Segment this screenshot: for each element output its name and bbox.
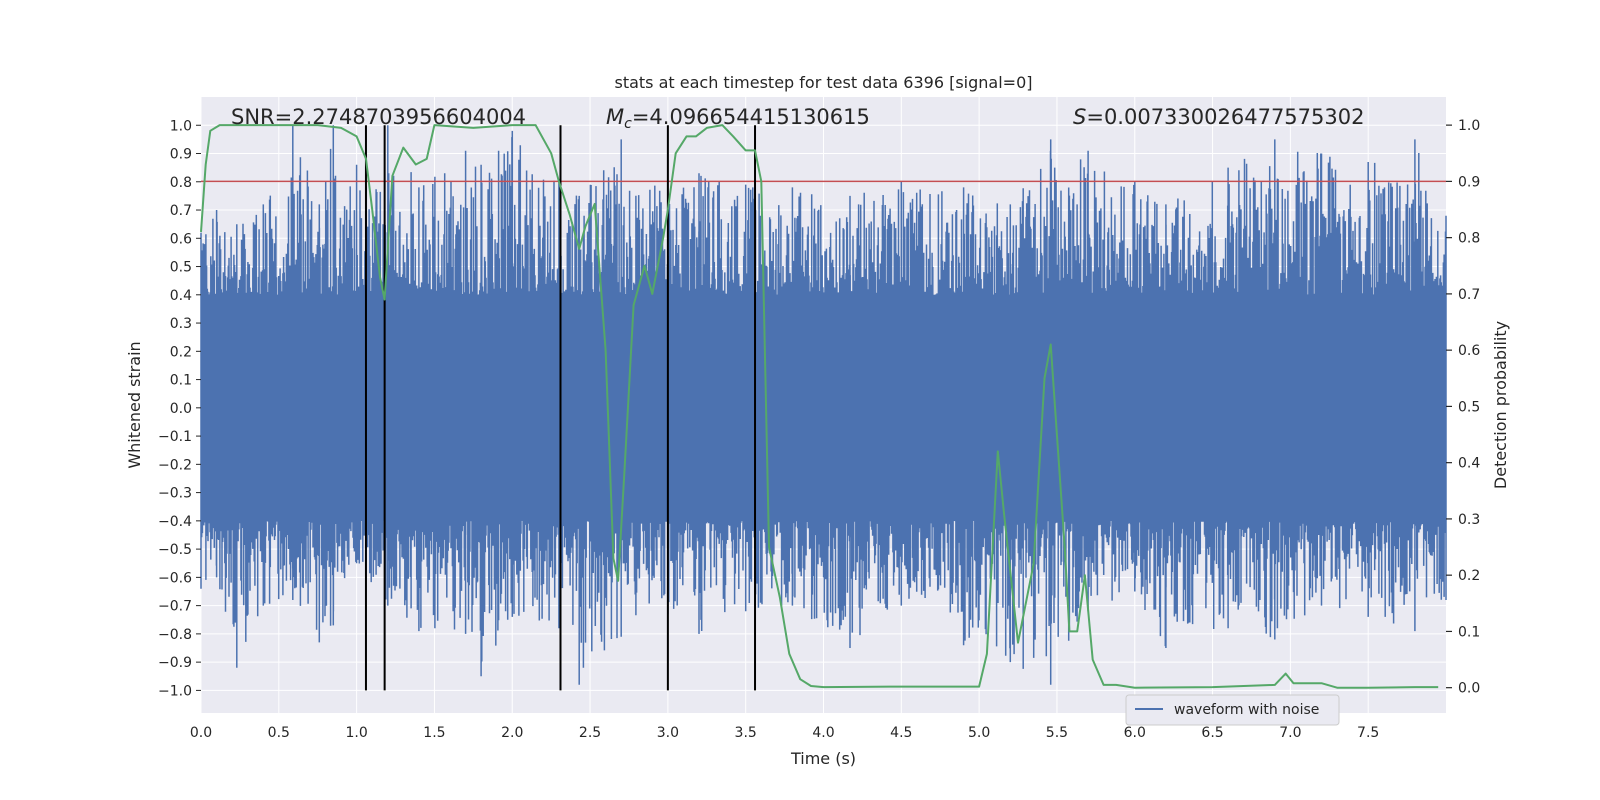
chirp-mass-annotation: Mc=4.096654415130615 (606, 105, 870, 132)
y-right-tick-label: 0.2 (1458, 568, 1480, 584)
y-left-ticks: 1.0 0.9 0.8 0.7 0.6 0.5 0.4 0.3 0.2 0.1 0.0 −0.1 −0.… (158, 118, 201, 699)
x-tick-label: 4.5 (890, 725, 912, 741)
y-right-tick-label: 0.3 (1458, 512, 1480, 528)
x-tick-label: 7.0 (1279, 725, 1301, 741)
waveform-series (200, 125, 1447, 685)
vertical-markers (364, 125, 757, 691)
y-left-tick-label: 0.9 (170, 147, 192, 163)
y-right-tick-label: 0.9 (1458, 174, 1480, 190)
y-right-tick-label: 0.5 (1458, 399, 1480, 415)
y-left-tick-label: 0.1 (170, 373, 192, 389)
y-right-tick-label: 0.1 (1458, 624, 1480, 640)
x-tick-label: 1.5 (423, 725, 445, 741)
x-tick-label: 3.5 (735, 725, 757, 741)
x-ticks: 0.0 0.5 1.0 1.5 2.0 2.5 3.0 3.5 4.0 4.5 5.0 5.5 6.0 6… (190, 725, 1379, 741)
legend: waveform with noise (1125, 694, 1340, 726)
y-left-tick-label: 0.3 (170, 316, 192, 332)
y-left-tick-label: 0.7 (170, 203, 192, 219)
y-left-tick-label: 0.2 (170, 344, 192, 360)
y-right-tick-label: 0.7 (1458, 287, 1480, 303)
y-right-tick-label: 0.6 (1458, 343, 1480, 359)
y-left-tick-label: −0.6 (158, 570, 192, 586)
y-right-ticks: 1.0 0.9 0.8 0.7 0.6 0.5 0.4 0.3 0.2 0.1 0.0 (1446, 118, 1480, 697)
x-tick-label: 1.0 (345, 725, 367, 741)
chart-title: stats at each timestep for test data 639… (614, 73, 1032, 92)
x-axis-label: Time (s) (790, 749, 856, 768)
y-left-tick-label: −0.5 (158, 542, 192, 558)
y-left-tick-label: 1.0 (170, 118, 192, 134)
snr-annotation: SNR=2.2748703956604004 (231, 105, 526, 129)
x-tick-label: 6.5 (1201, 725, 1223, 741)
y-right-tick-label: 0.8 (1458, 231, 1480, 247)
y-left-tick-label: −0.2 (158, 457, 192, 473)
x-tick-label: 6.0 (1124, 725, 1146, 741)
x-tick-label: 3.0 (657, 725, 679, 741)
y-left-tick-label: −0.1 (158, 429, 192, 445)
legend-label: waveform with noise (1174, 702, 1319, 718)
y-right-tick-label: 0.4 (1458, 456, 1480, 472)
y-left-tick-label: −0.3 (158, 486, 192, 502)
s-value: =0.007330026477575302 (1086, 105, 1364, 129)
y-right-tick-label: 1.0 (1458, 118, 1480, 134)
mc-symbol: M (606, 105, 624, 129)
y-left-tick-label: 0.4 (170, 288, 192, 304)
mc-value: =4.096654415130615 (632, 105, 870, 129)
x-tick-label: 2.0 (501, 725, 523, 741)
detection-probability-line (200, 124, 1439, 689)
mc-subscript: c (624, 116, 632, 132)
y-left-axis-label: Whitened strain (125, 341, 144, 468)
legend-box (1125, 694, 1340, 726)
y-left-tick-label: −0.8 (158, 627, 192, 643)
s-symbol: S (1073, 105, 1086, 129)
y-left-tick-label: −1.0 (158, 683, 192, 699)
x-tick-label: 4.0 (812, 725, 834, 741)
y-left-tick-label: 0.8 (170, 175, 192, 191)
y-right-axis-label: Detection probability (1491, 321, 1510, 489)
x-tick-label: 0.5 (268, 725, 290, 741)
x-tick-label: 2.5 (579, 725, 601, 741)
y-left-tick-label: −0.7 (158, 599, 192, 615)
x-tick-label: 0.0 (190, 725, 212, 741)
y-left-tick-label: −0.4 (158, 514, 192, 530)
y-left-tick-label: −0.9 (158, 655, 192, 671)
y-right-tick-label: 0.0 (1458, 681, 1480, 697)
x-tick-label: 5.5 (1046, 725, 1068, 741)
x-tick-label: 7.5 (1357, 725, 1379, 741)
y-left-tick-label: 0.0 (170, 401, 192, 417)
y-left-tick-label: 0.6 (170, 231, 192, 247)
s-annotation: S=0.007330026477575302 (1073, 105, 1364, 129)
y-left-tick-label: 0.5 (170, 260, 192, 276)
detection-probability-series (200, 124, 1439, 689)
x-tick-label: 5.0 (968, 725, 990, 741)
